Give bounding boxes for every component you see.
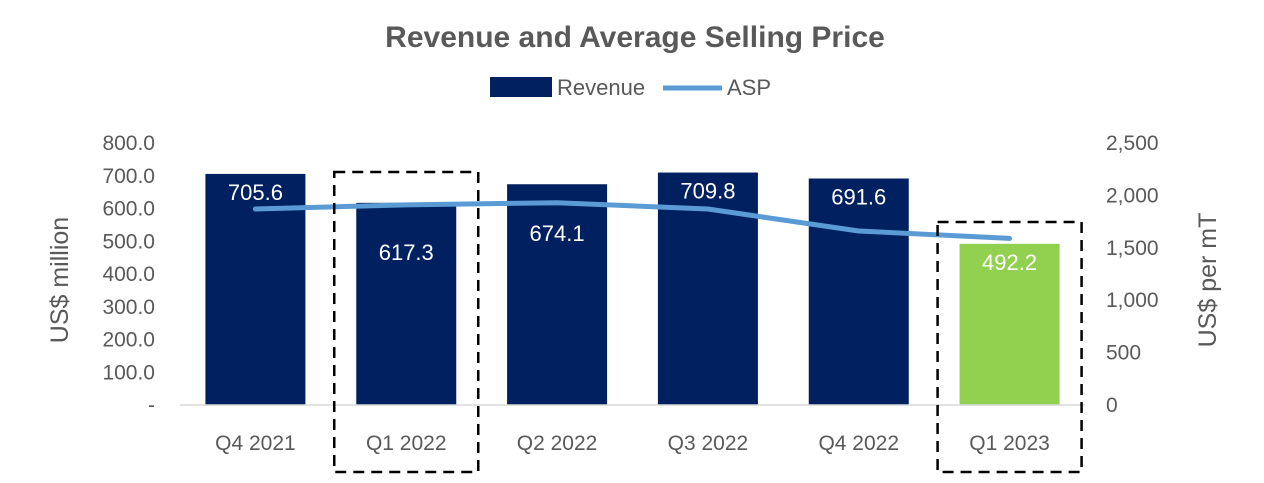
x-tick-label: Q1 2023 [969,432,1050,455]
y-tick-left: - [148,394,155,417]
y-tick-right: 1,000 [1106,289,1159,312]
y-tick-left: 700.0 [102,165,155,188]
y-tick-left: 500.0 [102,230,155,253]
asp-line [252,200,1013,241]
highlight-box-q1-2023 [936,220,1083,474]
x-tick-label: Q4 2021 [215,432,296,455]
legend: Revenue ASP [490,75,771,100]
y-tick-right: 2,000 [1106,184,1159,207]
x-tick-label: Q3 2022 [668,432,749,455]
asp-line-layer [252,200,1013,241]
y-tick-right: 500 [1106,342,1141,365]
y-axis-title-right: US$ per mT [1194,213,1222,348]
data-label-q1-2022: 617.3 [379,240,434,265]
data-label-q1-2023: 492.2 [982,250,1037,275]
y-tick-left: 600.0 [102,198,155,221]
y-tick-left: 800.0 [102,132,155,155]
y-tick-right: 1,500 [1106,237,1159,260]
chart-title: Revenue and Average Selling Price [385,21,885,54]
y-axis-right-ticks: 0 500 1,000 1,500 2,000 2,500 [1106,132,1159,417]
x-tick-label: Q2 2022 [517,432,598,455]
y-axis-left-ticks: - 100.0 200.0 300.0 400.0 500.0 600.0 700.0 800.… [102,132,155,417]
y-tick-left: 300.0 [102,296,155,319]
x-axis-categories: Q4 2021 Q1 2022 Q2 2022 Q3 2022 Q4 2022 Q1 20… [215,432,1050,455]
data-label-q4-2021: 705.6 [228,180,283,205]
y-tick-left: 400.0 [102,263,155,286]
bar-q1-2023 [959,243,1060,405]
y-tick-right: 2,500 [1106,132,1159,155]
x-tick-label: Q1 2022 [366,432,447,455]
bar-q1-2022 [356,202,457,405]
bar-q4-2021 [205,173,306,405]
y-tick-left: 100.0 [102,361,155,384]
bar-q2-2022 [507,184,608,405]
data-label-q2-2022: 674.1 [530,221,585,246]
y-tick-right: 0 [1106,394,1118,417]
data-label-q4-2022: 691.6 [831,185,886,210]
revenue-data-labels: 705.6 617.3 674.1 709.8 691.6 492.2 [228,179,1037,275]
legend-swatch-revenue [490,77,552,97]
data-label-q3-2022: 709.8 [680,179,735,204]
bar-q4-2022 [808,178,909,405]
highlight-box-q1-2022 [333,170,480,474]
y-tick-left: 200.0 [102,329,155,352]
legend-label-revenue: Revenue [557,75,645,100]
legend-label-asp: ASP [727,75,771,100]
y-axis-title-left: US$ million [46,217,74,343]
x-tick-label: Q4 2022 [818,432,899,455]
highlight-boxes [333,170,1083,474]
